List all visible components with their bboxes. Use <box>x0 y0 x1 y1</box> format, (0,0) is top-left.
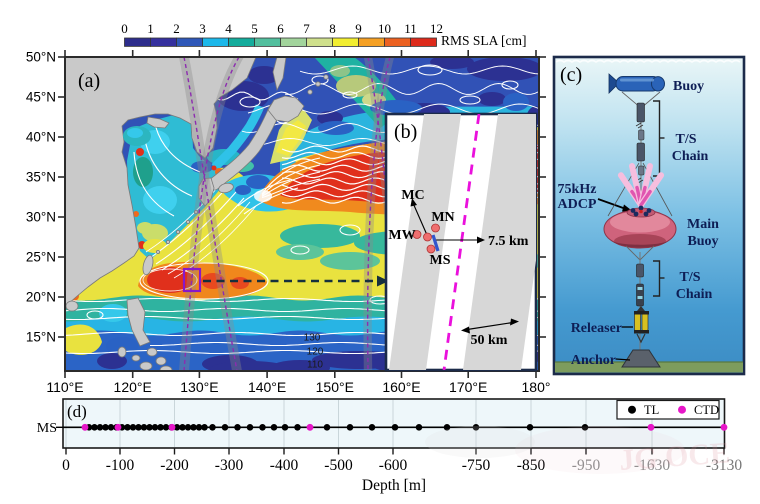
svg-text:-950: -950 <box>572 457 601 474</box>
svg-text:40°N: 40°N <box>26 130 56 145</box>
svg-text:MS: MS <box>37 421 57 436</box>
svg-text:Main: Main <box>687 217 719 232</box>
svg-text:(d): (d) <box>67 402 87 421</box>
svg-text:180°: 180° <box>522 379 551 395</box>
svg-text:3: 3 <box>199 21 206 36</box>
svg-text:-750: -750 <box>462 457 491 474</box>
svg-text:ADCP: ADCP <box>558 197 597 212</box>
svg-text:2: 2 <box>173 21 180 36</box>
svg-text:-1630: -1630 <box>634 457 670 474</box>
svg-text:-100: -100 <box>106 457 135 474</box>
svg-text:-200: -200 <box>160 457 189 474</box>
svg-text:T/S: T/S <box>679 270 700 285</box>
svg-text:TL: TL <box>644 403 659 417</box>
svg-text:120: 120 <box>307 347 324 358</box>
svg-text:75kHz: 75kHz <box>558 182 597 197</box>
svg-text:110°E: 110°E <box>46 379 83 395</box>
svg-text:20°N: 20°N <box>26 290 56 305</box>
svg-text:130°E: 130°E <box>180 379 218 395</box>
svg-text:11: 11 <box>404 21 417 36</box>
svg-text:15°N: 15°N <box>26 330 56 345</box>
svg-text:(b): (b) <box>394 121 417 143</box>
svg-text:0: 0 <box>121 21 128 36</box>
svg-text:130: 130 <box>304 333 321 344</box>
svg-text:6: 6 <box>277 21 284 36</box>
svg-text:0: 0 <box>62 457 70 474</box>
svg-text:-600: -600 <box>379 457 408 474</box>
svg-text:Depth [m]: Depth [m] <box>362 477 426 494</box>
svg-text:150°E: 150°E <box>316 379 354 395</box>
svg-text:1: 1 <box>147 21 154 36</box>
svg-text:Anchor: Anchor <box>571 353 616 368</box>
svg-text:110: 110 <box>307 360 323 371</box>
svg-text:35°N: 35°N <box>26 170 56 185</box>
svg-text:-3130: -3130 <box>706 457 742 474</box>
svg-text:CTD: CTD <box>694 403 719 417</box>
svg-text:7.5 km: 7.5 km <box>488 234 529 249</box>
svg-text:120°E: 120°E <box>114 379 152 395</box>
svg-text:JG OCE: JG OCE <box>618 436 731 477</box>
svg-text:-500: -500 <box>324 457 353 474</box>
svg-text:30°N: 30°N <box>26 210 56 225</box>
svg-text:Chain: Chain <box>676 287 713 302</box>
svg-text:8: 8 <box>329 21 336 36</box>
svg-text:MW: MW <box>388 228 415 243</box>
svg-text:MN: MN <box>431 210 454 225</box>
svg-text:4: 4 <box>225 21 232 36</box>
svg-text:50 km: 50 km <box>471 333 508 348</box>
svg-text:170°E: 170°E <box>449 379 487 395</box>
svg-text:RMS SLA [cm]: RMS SLA [cm] <box>441 33 527 48</box>
svg-text:10: 10 <box>378 21 391 36</box>
svg-text:Chain: Chain <box>672 149 709 164</box>
svg-text:Buoy: Buoy <box>673 79 704 94</box>
svg-text:160°E: 160°E <box>382 379 420 395</box>
svg-text:25°N: 25°N <box>26 250 56 265</box>
svg-text:9: 9 <box>355 21 362 36</box>
svg-text:5: 5 <box>251 21 258 36</box>
svg-text:Buoy: Buoy <box>687 234 718 249</box>
svg-text:T/S: T/S <box>675 132 696 147</box>
svg-text:(a): (a) <box>78 70 100 92</box>
svg-text:45°N: 45°N <box>26 90 56 105</box>
svg-text:12: 12 <box>430 21 443 36</box>
svg-text:MS: MS <box>430 253 451 268</box>
svg-text:140°E: 140°E <box>248 379 286 395</box>
svg-text:Releaser: Releaser <box>571 321 622 336</box>
svg-text:-400: -400 <box>270 457 299 474</box>
svg-text:7: 7 <box>303 21 310 36</box>
svg-text:50°N: 50°N <box>26 50 56 65</box>
svg-text:(c): (c) <box>560 64 582 86</box>
svg-text:-850: -850 <box>517 457 546 474</box>
svg-text:MC: MC <box>401 188 424 203</box>
svg-text:-300: -300 <box>215 457 244 474</box>
